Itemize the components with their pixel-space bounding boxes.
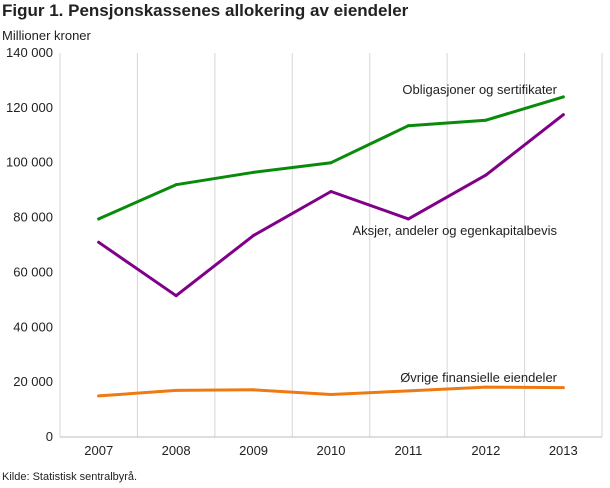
y-tick-label: 20 000 xyxy=(13,374,53,389)
data-point xyxy=(406,124,410,128)
series-label-layer: Obligasjoner og sertifikater Aksjer, ande… xyxy=(352,82,557,385)
y-axis-label: Millioner kroner xyxy=(2,28,91,43)
source-note: Kilde: Statistisk sentralbyrå. xyxy=(2,471,138,483)
x-tick-label: 2011 xyxy=(394,443,422,458)
data-point xyxy=(252,388,256,392)
data-point xyxy=(97,217,101,221)
series-line-obligasjoner-og-sertifikater xyxy=(97,95,565,221)
data-point xyxy=(406,389,410,393)
y-tick-label: 60 000 xyxy=(13,264,53,279)
axis-layer: 0 20 000 40 000 60 000 80 000 100 000 120 000 1… xyxy=(6,45,602,458)
y-tick-label: 140 000 xyxy=(6,45,53,60)
x-tick-label: 2009 xyxy=(239,443,268,458)
grid-layer xyxy=(59,53,603,437)
data-point xyxy=(406,217,410,221)
chart-title: Figur 1. Pensjonskassenes allokering av … xyxy=(2,1,409,20)
data-point xyxy=(174,183,178,187)
data-point xyxy=(329,161,333,165)
y-tick-label: 80 000 xyxy=(13,210,53,225)
data-point xyxy=(97,240,101,244)
series-label: Øvrige finansielle eiendeler xyxy=(400,370,557,385)
x-tick-label: 2013 xyxy=(549,443,578,458)
y-tick-label: 100 000 xyxy=(6,155,53,170)
series-line-aksjer-andeler-og-egenkapitalbevis xyxy=(97,113,565,298)
data-point xyxy=(561,95,565,99)
y-tick-label: 0 xyxy=(46,429,53,444)
series-label: Obligasjoner og sertifikater xyxy=(402,82,557,97)
data-point xyxy=(561,386,565,390)
y-tick-label: 120 000 xyxy=(6,100,53,115)
x-tick-label: 2008 xyxy=(162,443,191,458)
data-point xyxy=(329,392,333,396)
data-point xyxy=(252,170,256,174)
data-point xyxy=(484,173,488,177)
data-point xyxy=(329,190,333,194)
x-tick-label: 2007 xyxy=(84,443,113,458)
series-layer xyxy=(97,95,565,398)
data-point xyxy=(252,233,256,237)
data-point xyxy=(97,394,101,398)
data-point xyxy=(484,118,488,122)
x-tick-label: 2012 xyxy=(471,443,500,458)
series-label: Aksjer, andeler og egenkapitalbevis xyxy=(352,223,557,238)
data-point xyxy=(174,294,178,298)
data-point xyxy=(561,113,565,117)
data-point xyxy=(484,385,488,389)
data-point xyxy=(174,388,178,392)
y-tick-label: 40 000 xyxy=(13,319,53,334)
x-tick-label: 2010 xyxy=(317,443,346,458)
